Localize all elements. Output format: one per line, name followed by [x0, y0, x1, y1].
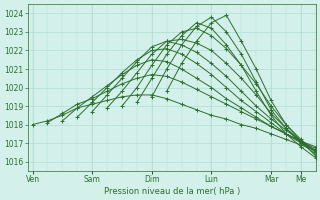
X-axis label: Pression niveau de la mer( hPa ): Pression niveau de la mer( hPa ) — [104, 187, 240, 196]
